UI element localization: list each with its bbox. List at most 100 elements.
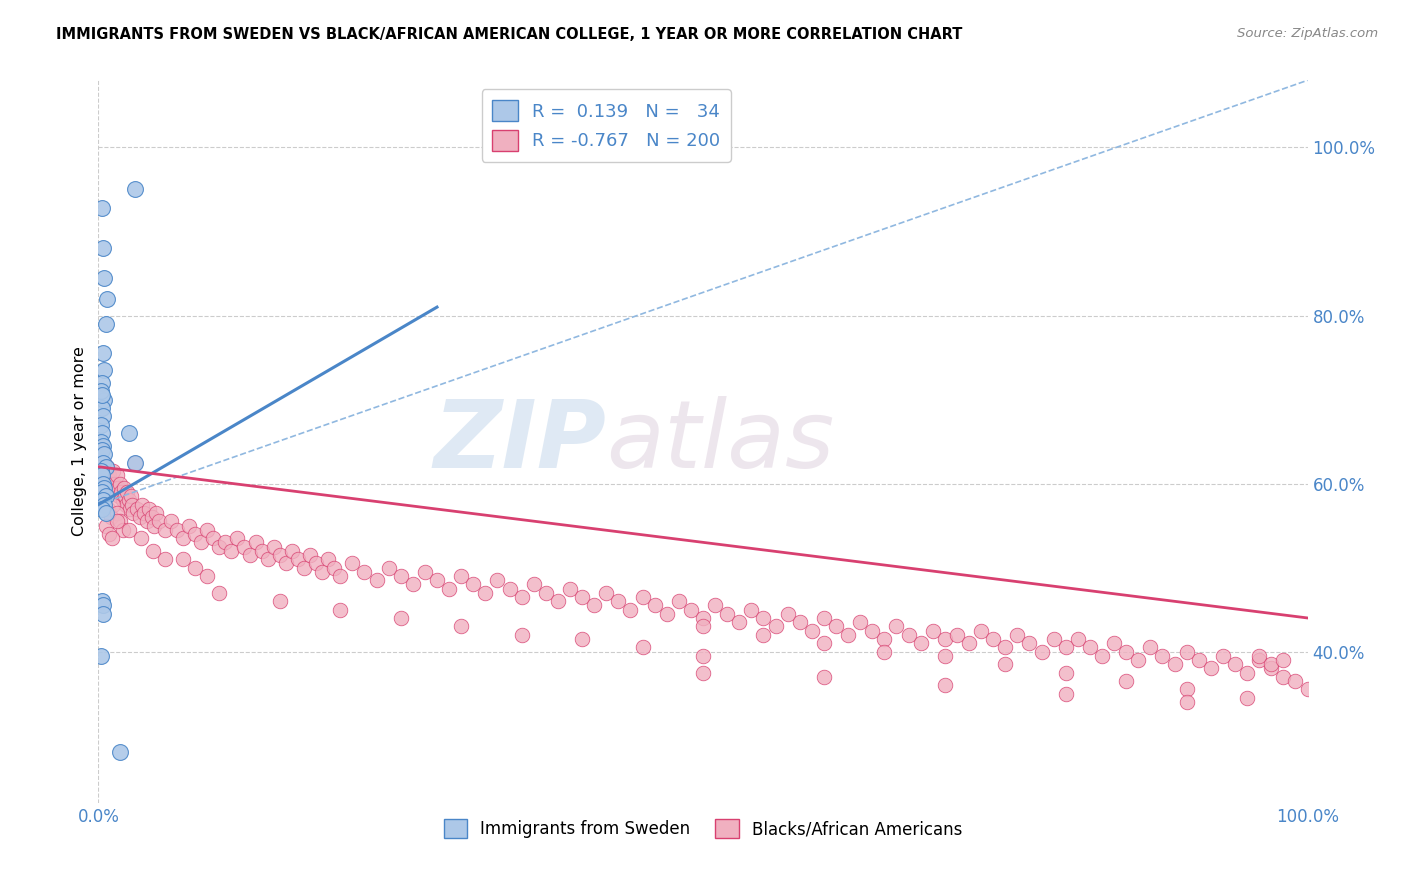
Point <box>450 619 472 633</box>
Point <box>1163 657 1185 672</box>
Point <box>105 468 128 483</box>
Text: Source: ZipAtlas.com: Source: ZipAtlas.com <box>1237 27 1378 40</box>
Point <box>100 531 122 545</box>
Point <box>571 632 593 646</box>
Point <box>329 569 352 583</box>
Point <box>728 615 751 630</box>
Point <box>1102 636 1125 650</box>
Point <box>450 569 472 583</box>
Point <box>1152 648 1174 663</box>
Point <box>96 292 118 306</box>
Point <box>1272 653 1295 667</box>
Text: atlas: atlas <box>606 396 835 487</box>
Point <box>93 363 115 377</box>
Point <box>91 599 114 613</box>
Point <box>160 514 183 528</box>
Point <box>91 376 114 390</box>
Point <box>934 678 956 692</box>
Point <box>142 543 165 558</box>
Point <box>534 586 557 600</box>
Point <box>849 615 872 630</box>
Point <box>1054 687 1077 701</box>
Point <box>269 548 291 562</box>
Point <box>631 640 654 655</box>
Point <box>91 426 114 441</box>
Point <box>269 594 291 608</box>
Point <box>292 560 315 574</box>
Point <box>994 640 1017 655</box>
Point <box>141 510 163 524</box>
Point <box>800 624 823 638</box>
Point <box>93 498 115 512</box>
Point <box>1139 640 1161 655</box>
Point <box>946 628 969 642</box>
Point <box>91 607 114 621</box>
Point <box>583 599 606 613</box>
Point <box>91 468 114 483</box>
Point <box>813 611 835 625</box>
Point <box>1091 648 1114 663</box>
Point <box>957 636 980 650</box>
Point <box>94 506 117 520</box>
Point <box>172 531 194 545</box>
Point <box>117 485 139 500</box>
Point <box>131 498 153 512</box>
Point <box>91 456 114 470</box>
Point <box>91 401 114 415</box>
Point <box>124 182 146 196</box>
Point <box>121 498 143 512</box>
Point <box>97 472 120 486</box>
Point <box>437 582 460 596</box>
Point <box>558 582 581 596</box>
Point <box>202 531 225 545</box>
Point <box>93 456 115 470</box>
Point <box>547 594 569 608</box>
Point <box>311 565 333 579</box>
Point <box>93 447 115 461</box>
Point <box>1284 673 1306 688</box>
Point <box>91 388 114 402</box>
Point <box>91 241 114 255</box>
Point <box>692 619 714 633</box>
Point <box>1115 644 1137 658</box>
Point <box>873 632 896 646</box>
Point <box>1007 628 1029 642</box>
Point <box>668 594 690 608</box>
Point <box>342 557 364 571</box>
Point <box>263 540 285 554</box>
Point <box>90 464 112 478</box>
Point <box>994 657 1017 672</box>
Text: IMMIGRANTS FROM SWEDEN VS BLACK/AFRICAN AMERICAN COLLEGE, 1 YEAR OR MORE CORRELA: IMMIGRANTS FROM SWEDEN VS BLACK/AFRICAN … <box>56 27 963 42</box>
Point <box>1128 653 1150 667</box>
Point <box>91 439 114 453</box>
Point <box>129 531 152 545</box>
Point <box>124 456 146 470</box>
Point <box>91 501 114 516</box>
Point <box>655 607 678 621</box>
Point <box>94 317 117 331</box>
Point <box>426 573 449 587</box>
Point <box>91 442 114 457</box>
Point <box>619 602 641 616</box>
Point <box>110 485 132 500</box>
Point <box>789 615 811 630</box>
Point <box>91 442 114 457</box>
Point <box>118 523 141 537</box>
Point <box>104 485 127 500</box>
Point <box>90 384 112 398</box>
Point <box>143 518 166 533</box>
Point <box>90 648 112 663</box>
Point <box>571 590 593 604</box>
Point <box>91 476 114 491</box>
Text: ZIP: ZIP <box>433 395 606 488</box>
Point <box>111 493 134 508</box>
Point <box>981 632 1004 646</box>
Point <box>94 464 117 478</box>
Point <box>692 611 714 625</box>
Point <box>93 270 115 285</box>
Legend: Immigrants from Sweden, Blacks/African Americans: Immigrants from Sweden, Blacks/African A… <box>437 813 969 845</box>
Point <box>112 481 135 495</box>
Point <box>134 506 156 520</box>
Point <box>692 665 714 680</box>
Point <box>96 459 118 474</box>
